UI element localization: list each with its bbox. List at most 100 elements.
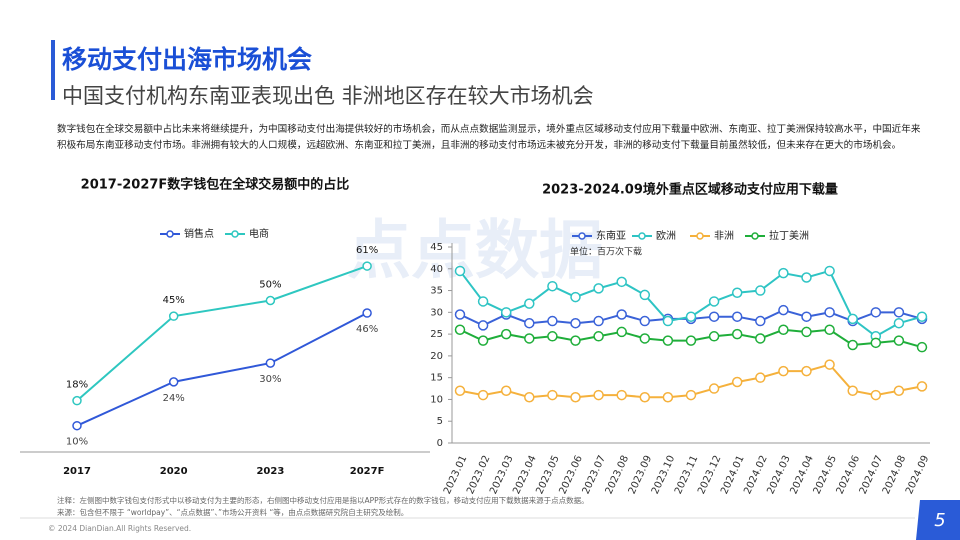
legend-label: 非洲 <box>714 230 734 242</box>
data-point <box>477 320 489 331</box>
unit-note: 单位：百万次下载 <box>570 246 642 258</box>
y-tick-label: 20 <box>430 351 443 362</box>
data-point <box>755 315 766 327</box>
data-point <box>708 311 720 322</box>
data-point <box>778 267 789 279</box>
data-point <box>893 307 905 318</box>
title-bar <box>51 40 55 100</box>
data-point <box>168 377 179 387</box>
page-number: 5 <box>934 510 945 531</box>
series-line <box>76 312 368 427</box>
data-point <box>870 389 882 401</box>
data-point <box>362 261 372 271</box>
data-point <box>685 311 697 322</box>
data-point <box>72 395 82 406</box>
data-label: 45% <box>163 295 185 306</box>
y-tick-label: 0 <box>437 438 443 449</box>
data-point <box>755 333 766 344</box>
data-point <box>570 317 581 329</box>
data-point <box>168 311 179 321</box>
data-point <box>477 296 489 307</box>
data-point <box>731 311 743 322</box>
data-point <box>662 335 674 346</box>
y-tick-label: 45 <box>430 242 443 253</box>
x-tick-label: 2027F <box>350 466 385 477</box>
data-point <box>824 307 835 318</box>
data-label: 61% <box>356 245 378 256</box>
legend-marker <box>696 232 704 240</box>
legend-label: 欧洲 <box>656 230 676 242</box>
legend-marker <box>751 232 759 240</box>
data-point <box>847 339 858 351</box>
data-point <box>824 324 835 336</box>
data-point <box>616 276 627 288</box>
data-point <box>616 326 627 338</box>
subtitle: 中国支付机构东南亚表现出色 非洲地区存在较大市场机会 <box>62 84 594 108</box>
data-point <box>524 392 535 403</box>
data-point <box>801 365 812 377</box>
data-point <box>477 389 489 401</box>
y-tick-label: 35 <box>430 286 443 297</box>
data-point <box>916 311 928 322</box>
data-point <box>593 389 604 401</box>
data-point <box>778 304 789 316</box>
watermark: 点点数据 <box>347 215 603 289</box>
data-point <box>731 328 743 340</box>
data-point <box>893 385 905 396</box>
legend-label: 电商 <box>249 227 269 240</box>
data-point <box>500 307 512 318</box>
data-point <box>570 392 581 403</box>
data-point <box>593 315 604 327</box>
data-label: 10% <box>66 437 88 448</box>
data-point <box>755 372 766 383</box>
data-point <box>362 308 372 318</box>
legend-marker <box>578 232 586 240</box>
data-point <box>265 358 276 368</box>
legend-marker <box>166 230 174 238</box>
copyright: © 2024 DianDian.All Rights Reserved. <box>48 524 192 533</box>
data-point <box>524 333 535 344</box>
page-badge <box>916 500 960 540</box>
data-point <box>801 326 812 338</box>
legend-label: 销售点 <box>184 227 214 240</box>
data-point <box>454 309 466 320</box>
y-tick-label: 5 <box>437 416 443 427</box>
data-point <box>731 376 743 388</box>
data-point <box>547 389 558 401</box>
data-point <box>708 383 720 394</box>
source: 来源：包含但不限于 “worldpay”、“点点数据”、”市场公开资料 “等，由… <box>57 508 409 517</box>
data-point <box>847 313 858 325</box>
body-text: 数字钱包在全球交易额中占比未来将继续提升，为中国移动支付出海提供较好的市场机会，… <box>57 124 921 151</box>
note: 注释：左侧图中数字钱包支付形式中以移动支付为主要的形态，右侧图中移动支付应用是指… <box>57 496 589 505</box>
data-point <box>639 392 651 403</box>
data-point <box>547 315 558 327</box>
data-point <box>755 285 766 296</box>
data-point <box>593 331 604 342</box>
data-point <box>870 307 882 318</box>
data-point <box>570 291 581 303</box>
data-point <box>547 331 558 342</box>
data-label: 46% <box>356 324 378 335</box>
data-point <box>547 280 558 292</box>
data-point <box>662 392 674 403</box>
data-point <box>916 381 928 392</box>
data-point <box>616 309 627 320</box>
data-label: 30% <box>259 374 281 385</box>
legend-marker <box>638 232 646 240</box>
series-line <box>76 265 368 402</box>
data-point <box>778 324 789 336</box>
data-point <box>639 333 651 344</box>
legend-label: 拉丁美洲 <box>769 229 809 242</box>
title: 移动支付出海市场机会 <box>62 45 313 74</box>
legend-label: 东南亚 <box>596 229 626 242</box>
y-tick-label: 40 <box>430 264 443 275</box>
data-point <box>870 337 882 349</box>
data-point <box>708 331 720 342</box>
data-label: 24% <box>163 393 185 404</box>
data-point <box>477 335 489 346</box>
data-point <box>265 295 276 306</box>
data-point <box>916 341 928 353</box>
x-tick-label: 2017 <box>63 466 91 477</box>
data-point <box>639 289 651 301</box>
